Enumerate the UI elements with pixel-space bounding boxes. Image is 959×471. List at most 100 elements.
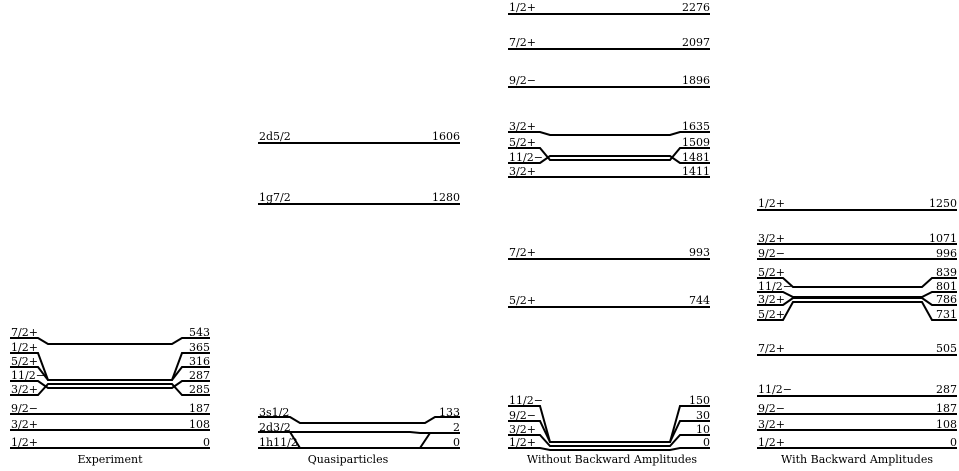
energy-value: 786 xyxy=(936,293,957,306)
column-quasiparticles: 1h11/2 0 2d3/2 2 3s1/2 133 1g7/2 1280 2d… xyxy=(258,130,460,466)
spin-label: 1/2+ xyxy=(11,436,38,449)
spin-label: 3/2+ xyxy=(11,383,38,396)
column-caption: Without Backward Amplitudes xyxy=(527,453,698,466)
orbital-label: 1g7/2 xyxy=(259,191,291,204)
energy-value: 1896 xyxy=(682,74,710,87)
spin-label: 9/2− xyxy=(509,74,536,87)
level-line xyxy=(10,352,210,381)
column-caption: Quasiparticles xyxy=(308,453,389,466)
energy-value: 187 xyxy=(189,402,210,415)
energy-value: 108 xyxy=(936,418,957,431)
energy-value: 187 xyxy=(936,402,957,415)
energy-value: 1509 xyxy=(682,136,710,149)
energy-value: 1481 xyxy=(682,151,710,164)
level-line xyxy=(10,383,210,396)
level-crossing xyxy=(289,431,301,449)
level-line xyxy=(10,380,210,389)
spin-label: 7/2+ xyxy=(11,326,38,339)
spin-label: 11/2− xyxy=(758,383,792,396)
energy-value: 1411 xyxy=(682,165,710,178)
energy-value: 2276 xyxy=(682,1,710,14)
energy-value: 1635 xyxy=(682,120,710,133)
spin-label: 9/2− xyxy=(11,402,38,415)
energy-value: 0 xyxy=(453,436,460,449)
spin-label: 5/2+ xyxy=(758,308,785,321)
spin-label: 9/2− xyxy=(758,402,785,415)
column-with-backward-amplitudes: 1/2+ 0 3/2+ 108 9/2− 187 11/2− 287 7/2+ … xyxy=(757,197,957,466)
energy-value: 287 xyxy=(189,369,210,382)
energy-value: 543 xyxy=(189,326,210,339)
spin-label: 11/2− xyxy=(509,394,543,407)
energy-value: 1071 xyxy=(929,232,957,245)
spin-label: 3/2+ xyxy=(758,293,785,306)
spin-label: 11/2− xyxy=(11,369,45,382)
spin-label: 11/2− xyxy=(509,151,543,164)
energy-value: 150 xyxy=(689,394,710,407)
spin-label: 3/2+ xyxy=(758,418,785,431)
energy-value: 30 xyxy=(696,409,710,422)
spin-label: 11/2− xyxy=(758,280,792,293)
energy-value: 744 xyxy=(689,294,710,307)
level-crossing xyxy=(419,432,431,449)
energy-value: 0 xyxy=(703,436,710,449)
level-line xyxy=(258,416,460,424)
energy-value: 133 xyxy=(439,406,460,419)
spin-label: 1/2+ xyxy=(758,197,785,210)
spin-label: 5/2+ xyxy=(758,266,785,279)
spin-label: 1/2+ xyxy=(758,436,785,449)
level-line xyxy=(508,155,710,164)
column-caption: With Backward Amplitudes xyxy=(781,453,933,466)
energy-value: 287 xyxy=(936,383,957,396)
energy-value: 993 xyxy=(689,246,710,259)
energy-value: 2097 xyxy=(682,36,710,49)
energy-value: 285 xyxy=(189,383,210,396)
energy-value: 1280 xyxy=(432,191,460,204)
level-line xyxy=(10,337,210,345)
column-caption: Experiment xyxy=(77,453,143,466)
energy-value: 0 xyxy=(950,436,957,449)
level-line xyxy=(258,431,460,434)
spin-label: 3/2+ xyxy=(509,423,536,436)
energy-value: 365 xyxy=(189,341,210,354)
level-line xyxy=(508,420,710,443)
energy-value: 505 xyxy=(936,342,957,355)
level-line xyxy=(757,301,957,321)
spin-label: 1/2+ xyxy=(509,1,536,14)
energy-value: 996 xyxy=(936,247,957,260)
spin-label: 5/2+ xyxy=(509,294,536,307)
orbital-label: 3s1/2 xyxy=(259,406,289,419)
spin-label: 1/2+ xyxy=(509,436,536,449)
spin-label: 9/2− xyxy=(509,409,536,422)
spin-label: 3/2+ xyxy=(509,120,536,133)
spin-label: 5/2+ xyxy=(509,136,536,149)
energy-value: 839 xyxy=(936,266,957,279)
level-line xyxy=(508,131,710,136)
spin-label: 5/2+ xyxy=(11,355,38,368)
energy-value: 731 xyxy=(936,308,957,321)
spin-label: 7/2+ xyxy=(509,246,536,259)
energy-value: 316 xyxy=(189,355,210,368)
orbital-label: 2d5/2 xyxy=(259,130,291,143)
level-line xyxy=(508,434,710,447)
column-without-backward-amplitudes: 1/2+ 0 3/2+ 10 9/2− 30 11/2− 150 5/2+ 74… xyxy=(508,1,710,466)
level-line xyxy=(757,277,957,288)
spin-label: 7/2+ xyxy=(509,36,536,49)
spin-label: 1/2+ xyxy=(11,341,38,354)
energy-value: 1606 xyxy=(432,130,460,143)
level-line xyxy=(508,147,710,161)
energy-value: 0 xyxy=(203,436,210,449)
energy-value: 108 xyxy=(189,418,210,431)
spin-label: 3/2+ xyxy=(758,232,785,245)
energy-value: 2 xyxy=(453,421,460,434)
level-line xyxy=(508,447,710,451)
orbital-label: 2d3/2 xyxy=(259,421,291,434)
spin-label: 9/2− xyxy=(758,247,785,260)
level-line xyxy=(508,405,710,443)
spin-label: 3/2+ xyxy=(509,165,536,178)
orbital-label: 1h11/2 xyxy=(259,436,298,449)
spin-label: 7/2+ xyxy=(758,342,785,355)
column-experiment: 1/2+ 0 3/2+ 108 9/2− 187 3/2+ 285 11/2− … xyxy=(10,326,210,466)
energy-value: 801 xyxy=(936,280,957,293)
spin-label: 3/2+ xyxy=(11,418,38,431)
